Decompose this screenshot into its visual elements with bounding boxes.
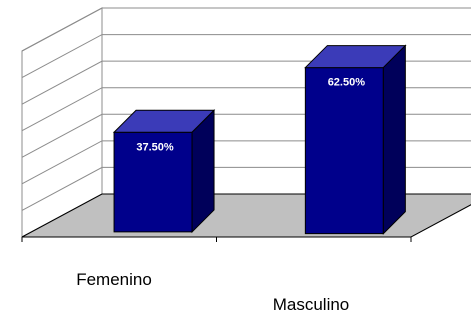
bar-femenino: 37.50%: [112, 109, 216, 234]
gridline: [21, 34, 471, 79]
category-label-femenino: Femenino: [76, 270, 152, 289]
bar-front-face: [304, 67, 384, 235]
bar-side-face: [191, 109, 215, 234]
gridline: [21, 7, 471, 52]
bar-side-face: [382, 44, 406, 235]
category-label-masculino: Masculino: [273, 295, 350, 314]
category-labels: Femenino Masculino: [76, 270, 349, 314]
data-label: 62.50%: [328, 77, 366, 89]
data-label: 37.50%: [136, 141, 174, 153]
bars: 37.50% 62.50%: [112, 44, 407, 235]
bar-masculino: 62.50%: [304, 44, 407, 235]
